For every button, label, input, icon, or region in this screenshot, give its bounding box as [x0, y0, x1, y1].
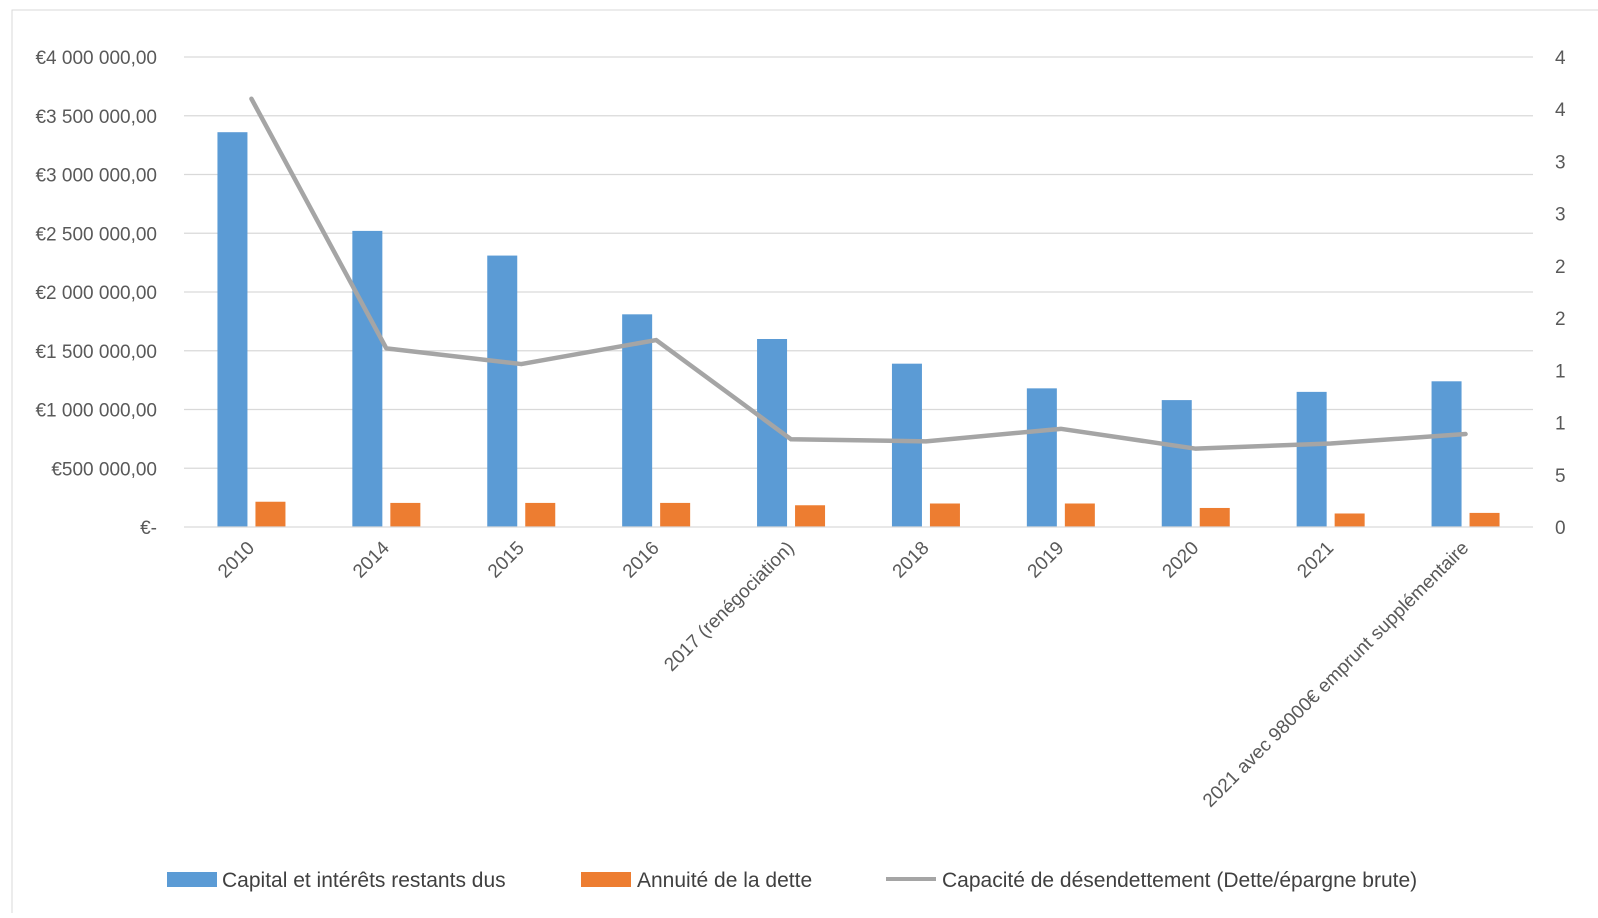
- y-left-tick-label: €3 000 000,00: [35, 166, 157, 187]
- y-left-tick-label: €3 500 000,00: [35, 107, 157, 128]
- bar-capital: [352, 230, 383, 527]
- bar-annuite: [1469, 512, 1500, 527]
- y-right-tick-label: 4: [1555, 100, 1566, 121]
- y-right-tick-label: 1: [1555, 414, 1566, 435]
- y-right-tick-label: 5: [1555, 466, 1566, 487]
- bar-annuite: [795, 505, 826, 527]
- y-left-tick-label: €4 000 000,00: [35, 48, 157, 69]
- bar-capital: [487, 255, 518, 527]
- bar-annuite: [255, 501, 286, 527]
- bar-annuite: [929, 503, 960, 527]
- legend-item-capital: Capital et intérêts restants dus: [167, 869, 506, 892]
- y-right-tick-label: 3: [1555, 152, 1566, 173]
- y-right-tick-label: 3: [1555, 205, 1566, 226]
- bar-capital: [217, 132, 248, 527]
- y-right-tick-label: 0: [1555, 518, 1566, 539]
- legend-swatch-capital: [167, 872, 217, 887]
- bar-capital: [1026, 388, 1057, 527]
- bar-annuite: [390, 502, 421, 527]
- y-left-tick-label: €500 000,00: [51, 459, 157, 480]
- legend-swatch-annuite: [581, 872, 631, 887]
- bar-annuite: [1334, 513, 1365, 527]
- line-capacite-desendettement: [249, 96, 1468, 451]
- bar-capital: [891, 363, 922, 527]
- legend-item-annuite: Annuité de la dette: [581, 869, 812, 892]
- y-right-tick-label: 2: [1555, 309, 1566, 330]
- bar-annuite: [525, 502, 556, 527]
- y-left-tick-label: €2 500 000,00: [35, 224, 157, 245]
- legend-label-capacite: Capacité de désendettement (Dette/épargn…: [942, 869, 1417, 892]
- legend-label-capital: Capital et intérêts restants dus: [222, 869, 506, 892]
- bar-capital: [1161, 400, 1192, 527]
- y-right-tick-label: 1: [1555, 361, 1566, 382]
- y-left-tick-label: €2 000 000,00: [35, 283, 157, 304]
- bar-capital: [1431, 381, 1462, 527]
- y-left-tick-label: €-: [140, 518, 157, 539]
- y-left-tick-label: €1 500 000,00: [35, 342, 157, 363]
- legend-item-capacite: Capacité de désendettement (Dette/épargn…: [886, 869, 1417, 892]
- bar-annuite: [660, 502, 691, 527]
- bar-capital: [1296, 391, 1327, 527]
- bar-annuite: [1199, 507, 1230, 527]
- bar-annuite: [1064, 503, 1095, 527]
- chart-border: [11, 9, 1598, 918]
- y-right-tick-label: 4: [1555, 48, 1566, 69]
- bar-capital: [622, 314, 653, 527]
- legend-label-annuite: Annuité de la dette: [637, 869, 812, 892]
- y-right-tick-label: 2: [1555, 257, 1566, 278]
- y-left-tick-label: €1 000 000,00: [35, 401, 157, 422]
